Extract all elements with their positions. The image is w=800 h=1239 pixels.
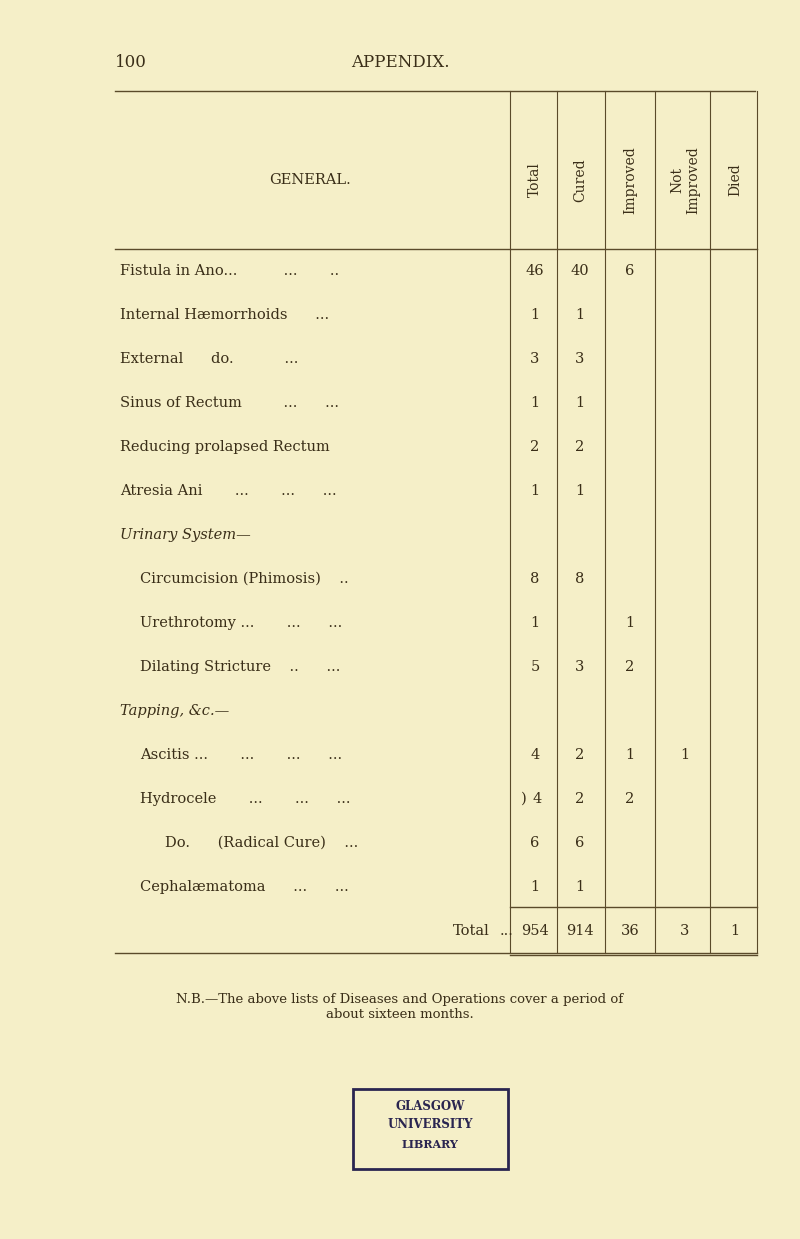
Text: N.B.—The above lists of Diseases and Operations cover a period of
about sixteen : N.B.—The above lists of Diseases and Ope… [177,992,623,1021]
Text: 3: 3 [575,352,585,366]
Text: 6: 6 [575,836,585,850]
Text: External      do.           ...: External do. ... [120,352,298,366]
Text: 3: 3 [575,660,585,674]
Text: 5: 5 [530,660,540,674]
Text: 6: 6 [626,264,634,278]
Text: Urinary System—: Urinary System— [120,528,250,541]
Text: Reducing prolapsed Rectum: Reducing prolapsed Rectum [120,440,330,453]
Text: Ascitis ...       ...       ...      ...: Ascitis ... ... ... ... [140,748,342,762]
Text: 1: 1 [530,484,539,498]
Text: 2: 2 [626,660,634,674]
Text: 46: 46 [526,264,544,278]
Text: 4: 4 [530,748,540,762]
Text: 36: 36 [621,924,639,938]
Text: Total: Total [528,162,542,197]
Text: Dilating Stricture    ..      ...: Dilating Stricture .. ... [140,660,340,674]
Text: 1: 1 [530,880,539,895]
FancyBboxPatch shape [353,1089,507,1170]
Text: Cured: Cured [573,159,587,202]
Text: Atresia Ani       ...       ...      ...: Atresia Ani ... ... ... [120,484,337,498]
Text: 4: 4 [532,792,542,807]
Text: 3: 3 [530,352,540,366]
Text: Died: Died [728,164,742,196]
Text: 1: 1 [626,748,634,762]
Text: Do.      (Radical Cure)    ...: Do. (Radical Cure) ... [165,836,358,850]
Text: Improved: Improved [623,146,637,214]
Text: 40: 40 [570,264,590,278]
Text: 2: 2 [575,792,585,807]
Text: ): ) [522,792,527,807]
Text: ...: ... [500,924,514,938]
Text: 1: 1 [530,309,539,322]
Text: 1: 1 [575,309,585,322]
Text: 8: 8 [575,572,585,586]
Text: Urethrotomy ...       ...      ...: Urethrotomy ... ... ... [140,616,342,629]
Text: GENERAL.: GENERAL. [269,173,351,187]
Text: 1: 1 [530,616,539,629]
Text: UNIVERSITY: UNIVERSITY [387,1119,473,1131]
Text: 1: 1 [730,924,739,938]
Text: 1: 1 [530,396,539,410]
Text: 2: 2 [575,440,585,453]
Text: Cephalæmatoma      ...      ...: Cephalæmatoma ... ... [140,880,349,895]
Text: Internal Hæmorrhoids      ...: Internal Hæmorrhoids ... [120,309,329,322]
Text: 1: 1 [575,396,585,410]
Text: 6: 6 [530,836,540,850]
Text: 3: 3 [680,924,690,938]
Text: 2: 2 [530,440,540,453]
Text: GLASGOW: GLASGOW [395,1100,465,1114]
Text: Sinus of Rectum         ...      ...: Sinus of Rectum ... ... [120,396,339,410]
Text: 8: 8 [530,572,540,586]
Text: Tapping, &c.—: Tapping, &c.— [120,704,230,717]
Text: 954: 954 [521,924,549,938]
Text: LIBRARY: LIBRARY [402,1139,458,1150]
Text: Circumcision (Phimosis)    ..: Circumcision (Phimosis) .. [140,572,349,586]
Text: APPENDIX.: APPENDIX. [350,55,450,71]
Text: 1: 1 [575,484,585,498]
Text: Fistula in Ano...          ...       ..: Fistula in Ano... ... .. [120,264,339,278]
Text: 2: 2 [626,792,634,807]
Text: 1: 1 [681,748,690,762]
Text: Not
Improved: Not Improved [670,146,700,214]
Text: Total: Total [454,924,490,938]
Text: 2: 2 [575,748,585,762]
Text: 1: 1 [626,616,634,629]
Text: 100: 100 [115,55,147,71]
Text: 914: 914 [566,924,594,938]
Text: Hydrocele       ...       ...      ...: Hydrocele ... ... ... [140,792,350,807]
Text: 1: 1 [575,880,585,895]
